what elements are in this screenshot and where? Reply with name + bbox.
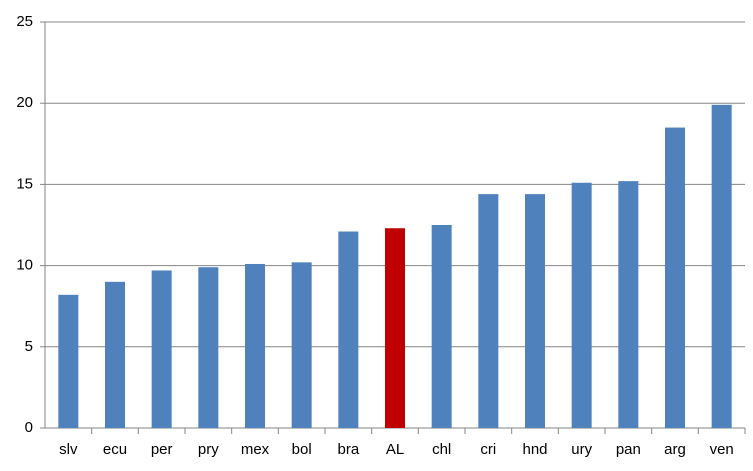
y-tick-label: 25 — [16, 13, 33, 30]
bar — [105, 281, 125, 428]
bar — [711, 104, 732, 428]
bar — [665, 127, 685, 428]
bar — [338, 231, 359, 428]
bar — [431, 225, 452, 428]
y-tick-label: 10 — [16, 257, 33, 274]
y-tick-label: 20 — [16, 94, 33, 111]
x-tick-label: hnd — [522, 441, 547, 458]
bar — [618, 181, 639, 428]
bar — [525, 194, 545, 428]
x-tick-label: chl — [432, 441, 451, 458]
y-tick-label: 15 — [16, 175, 33, 192]
x-tick-label: slv — [59, 441, 78, 458]
y-tick-label: 0 — [25, 419, 33, 436]
bar — [478, 194, 499, 428]
x-tick-label: pry — [198, 441, 219, 458]
bar — [385, 228, 405, 428]
bar — [571, 182, 592, 428]
bar — [198, 267, 219, 428]
bar — [58, 294, 79, 428]
x-tick-label: per — [151, 441, 173, 458]
x-tick-label: bol — [292, 441, 312, 458]
x-tick-label: ven — [710, 441, 734, 458]
x-tick-label: pan — [616, 441, 641, 458]
x-tick-label: arg — [664, 441, 686, 458]
bar — [245, 263, 265, 428]
bar — [291, 262, 312, 428]
bar — [151, 270, 172, 428]
x-tick-label: bra — [337, 441, 359, 458]
x-tick-label: cri — [480, 441, 496, 458]
y-tick-label: 5 — [25, 338, 33, 355]
x-tick-label: AL — [386, 441, 404, 458]
x-tick-label: ecu — [103, 441, 127, 458]
x-tick-label: mex — [241, 441, 270, 458]
x-tick-label: ury — [571, 441, 592, 458]
